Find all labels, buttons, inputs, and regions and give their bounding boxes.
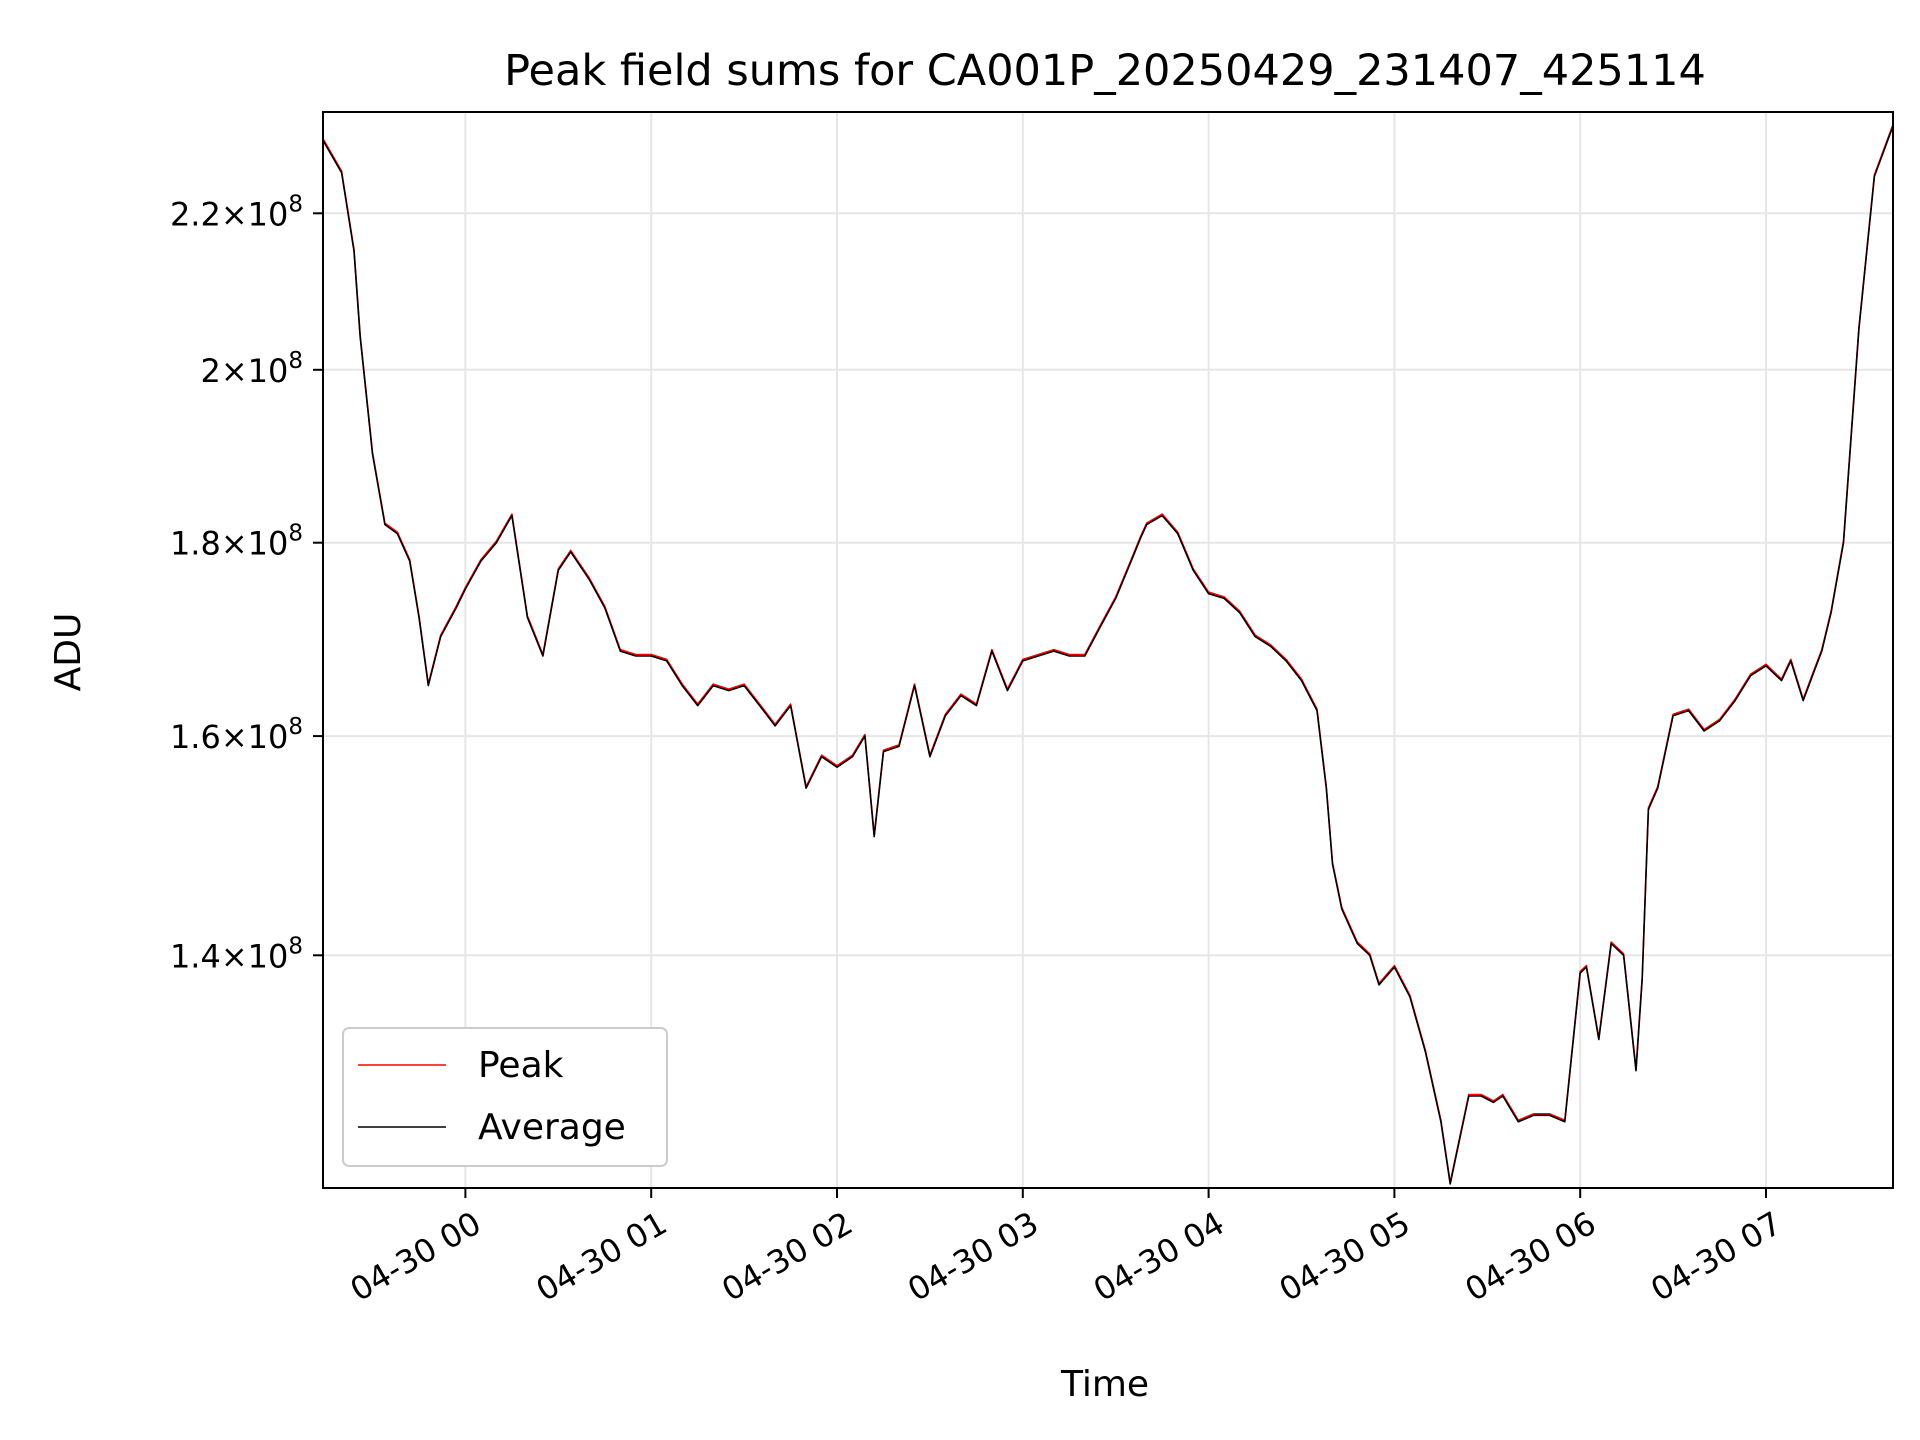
chart-title: Peak field sums for CA001P_20250429_2314… xyxy=(504,46,1706,96)
plot-frame xyxy=(322,111,1894,1189)
gridlines xyxy=(323,112,1893,1188)
series-line-average xyxy=(322,125,1894,1185)
y-tick-label: 2.2×108 xyxy=(170,191,303,233)
y-tick-label: 1.8×108 xyxy=(170,521,303,563)
legend-box xyxy=(342,1027,668,1167)
plot-lines xyxy=(322,124,1894,1185)
y-axis-title: ADU xyxy=(48,613,89,692)
x-axis-title: Time xyxy=(1060,1364,1149,1405)
y-tick-label: 2×108 xyxy=(200,348,303,390)
y-tick-label: 1.4×108 xyxy=(170,933,303,975)
legend-label-peak: Peak xyxy=(478,1045,564,1086)
y-tick-label: 1.6×108 xyxy=(170,714,303,756)
legend-label-average: Average xyxy=(478,1107,626,1148)
legend: Peak Average xyxy=(342,1027,668,1167)
y-axis: 1.4×108 1.6×108 1.8×108 2×108 2.2×108 xyxy=(170,191,323,975)
